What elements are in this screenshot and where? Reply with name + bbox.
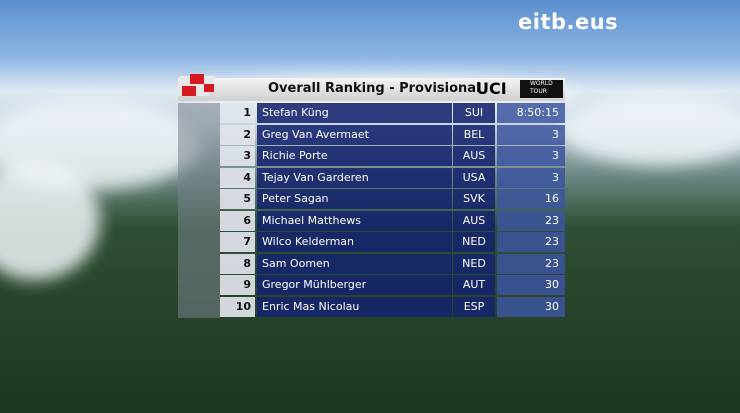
- rider-name: Enric Mas Nicolau: [257, 296, 452, 317]
- swiss-flag-icon: [178, 74, 216, 96]
- time-gap: 16: [497, 189, 565, 209]
- time-gap: 23: [497, 253, 565, 274]
- panel-header: Overall Ranking - Provisional UCI WORLD …: [178, 78, 565, 101]
- country: AUS: [453, 146, 495, 166]
- cloud: [560, 95, 740, 165]
- rank: 3: [220, 146, 255, 166]
- time-gap: 23: [497, 210, 565, 231]
- time-gap: 3: [497, 146, 565, 166]
- time-gap: 30: [497, 275, 565, 295]
- rider-name: Richie Porte: [257, 146, 452, 166]
- world-tour-logo: WORLD TOUR: [520, 80, 563, 98]
- country: NED: [453, 253, 495, 274]
- side-strip: [178, 103, 220, 318]
- rank: 10: [220, 296, 255, 317]
- country: SUI: [453, 103, 495, 123]
- country: USA: [453, 167, 495, 188]
- time-gap: 3: [497, 124, 565, 145]
- country: BEL: [453, 124, 495, 145]
- uci-logo: UCI: [476, 79, 507, 98]
- rank: 5: [220, 189, 255, 209]
- time-gap: 30: [497, 296, 565, 317]
- rider-name: Sam Oomen: [257, 253, 452, 274]
- rider-name: Greg Van Avermaet: [257, 124, 452, 145]
- ranking-panel: Overall Ranking - Provisional UCI WORLD …: [178, 74, 565, 318]
- time-gap: 23: [497, 232, 565, 252]
- rider-name: Gregor Mühlberger: [257, 275, 452, 295]
- rank: 2: [220, 124, 255, 145]
- broadcaster-logo: eitb.eus: [518, 10, 619, 34]
- country: SVK: [453, 189, 495, 209]
- rank: 9: [220, 275, 255, 295]
- rank: 7: [220, 232, 255, 252]
- time-gap: 8:50:15: [497, 103, 565, 123]
- time-gap: 3: [497, 167, 565, 188]
- rank: 1: [220, 103, 255, 123]
- country: AUS: [453, 210, 495, 231]
- country: ESP: [453, 296, 495, 317]
- cloud: [0, 160, 100, 280]
- country: NED: [453, 232, 495, 252]
- rider-name: Wilco Kelderman: [257, 232, 452, 252]
- rank: 4: [220, 167, 255, 188]
- rider-name: Tejay Van Garderen: [257, 167, 452, 188]
- rider-name: Peter Sagan: [257, 189, 452, 209]
- rank: 6: [220, 210, 255, 231]
- rank: 8: [220, 253, 255, 274]
- rider-name: Michael Matthews: [257, 210, 452, 231]
- rider-name: Stefan Küng: [257, 103, 452, 123]
- country: AUT: [453, 275, 495, 295]
- panel-title: Overall Ranking - Provisional: [268, 81, 481, 96]
